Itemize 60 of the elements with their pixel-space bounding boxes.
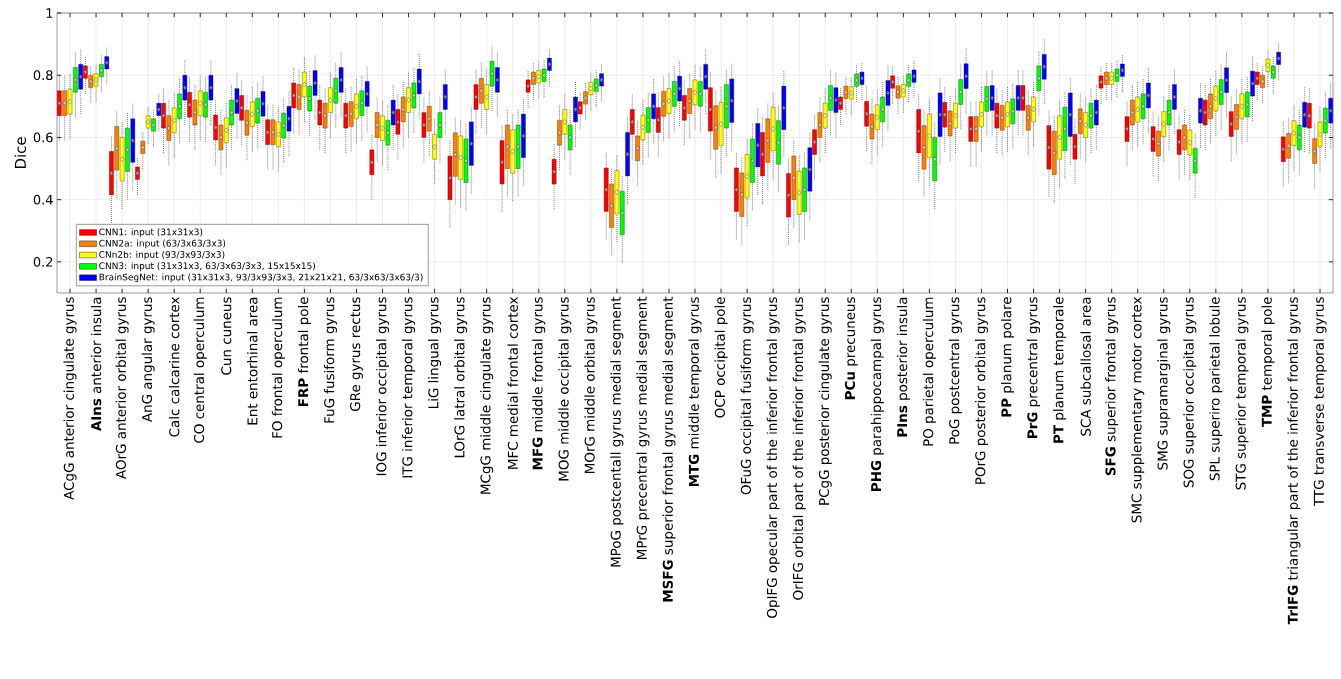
x-tick-label: Ent entorhinal area xyxy=(247,297,258,425)
x-tick-label: MPrG precentral gyrus medial segment xyxy=(636,296,650,559)
y-tick-label: 0.8 xyxy=(33,70,53,81)
x-tick-label: PO parietal operculum xyxy=(922,297,936,446)
x-tick-label: SFG superior frontal gyrus xyxy=(1105,297,1119,476)
x-tick-label: LiG lingual gyrus xyxy=(428,297,442,408)
x-tick-label: OFuG occipital fusiform gyrus xyxy=(740,297,754,495)
x-tick-label: SOG superior occipital gyrus xyxy=(1183,297,1197,488)
x-tick-label: MFC medial frontal cortex xyxy=(507,296,518,469)
x-tick-label: MOrG middle orbital gyrus xyxy=(584,297,598,473)
legend-label: CNn2b: input (93/3x93/3x3) xyxy=(99,250,225,260)
x-tick-label: FRP frontal pole xyxy=(297,297,311,406)
x-tick-label: GRe gyrus rectus xyxy=(350,297,363,412)
y-tick-label: 0.6 xyxy=(33,132,53,143)
x-tick-label: TTG transverse temporal gyrus xyxy=(1313,297,1327,507)
x-tick-label: STG superior temporal gyrus xyxy=(1235,297,1249,490)
x-tick-label: Cun cuneus xyxy=(221,297,232,375)
x-tick-label: MSFG superior frontal gyrus medial segment xyxy=(662,296,676,602)
x-tick-label: AnG angular gyrus xyxy=(141,297,155,422)
x-tick-label: OCP occipital pole xyxy=(714,297,728,418)
x-tick-label: MFG middle frontal gyrus xyxy=(532,297,546,470)
x-tick-label: PHG parahippocampal gyrus xyxy=(870,297,884,491)
x-tick-label: PT planum temporale xyxy=(1053,297,1067,443)
y-tick-label: 1 xyxy=(46,8,53,18)
legend-label: CNN3: input (31x31x3, 63/3x63/3x3, 15x15x15) xyxy=(99,262,316,271)
x-tick-label: AOrG anterior orbital gyrus xyxy=(115,297,129,479)
x-tick-label: ITG inferior temporal gyrus xyxy=(402,297,416,478)
x-tick-label: SPL superiro parietal lobule xyxy=(1209,297,1223,481)
x-tick-label: TMP temporal pole xyxy=(1261,297,1275,428)
x-tick-label: MOG middle occipital gyrus xyxy=(558,297,572,481)
x-tick-label: SCA subcallosal area xyxy=(1080,297,1091,436)
x-tick-label: PP planum polare xyxy=(1001,297,1015,417)
y-axis-title: Dice xyxy=(14,137,27,169)
x-tick-label: MPoG postcentall gyrus medial segment xyxy=(610,296,624,567)
x-tick-label: CO central operculum xyxy=(193,297,207,443)
legend-label: CNN1: input (31x31x3) xyxy=(99,228,203,237)
x-tick-label: MTG middle temporal gyrus xyxy=(688,297,702,487)
x-tick-label: OpIFG opecular part of the inferior frontal gyrus xyxy=(766,297,780,618)
x-tick-label: MCgG middle cingulate gyrus xyxy=(480,297,494,494)
x-tick-label: SMG supramarginal gyrus xyxy=(1157,297,1171,470)
x-tick-label: TrIFG triangular part of the inferior frontal gyrus xyxy=(1287,297,1301,625)
x-tick-label: PoG postcentral gyrus xyxy=(948,297,962,444)
x-tick-label: PCu precuneus xyxy=(844,297,858,400)
legend-label: CNN2a: input (63/3x63/3x3) xyxy=(99,239,226,249)
x-tick-label: SMC supplementary motor cortex xyxy=(1131,296,1145,523)
x-tick-label: OrIFG orbital part of the inferior frontal gyrus xyxy=(792,297,806,600)
x-tick-label: PIns posterior insula xyxy=(896,297,910,437)
x-tick-label: FO frontal operculum xyxy=(271,297,285,438)
x-tick-label: PCgG posterior cingulate gyrus xyxy=(818,297,832,505)
x-tick-label: IOG inferior occipital gyrus xyxy=(376,297,390,476)
y-tick-label: 0.4 xyxy=(33,194,53,205)
x-tick-label: LOrG latral orbital gyrus xyxy=(454,297,468,458)
legend-label: BrainSegNet: input (31x31x3, 93/3x93/3x3, 21x21x21, 63/3x63/3x63/3) xyxy=(99,273,423,283)
x-tick-label: PrG precentral gyrus xyxy=(1027,297,1041,438)
x-tick-label: AIns anterior insula xyxy=(90,297,102,432)
x-tick-label: POrG posterior orbital gyrus xyxy=(974,297,988,484)
y-tick-label: 0.2 xyxy=(33,256,53,267)
x-tick-label: Calc calcarine cortex xyxy=(168,296,180,437)
x-tick-label: FuG fusiform gyrus xyxy=(323,297,337,423)
x-tick-label: ACgG anterior cingulate gyrus xyxy=(63,297,77,500)
